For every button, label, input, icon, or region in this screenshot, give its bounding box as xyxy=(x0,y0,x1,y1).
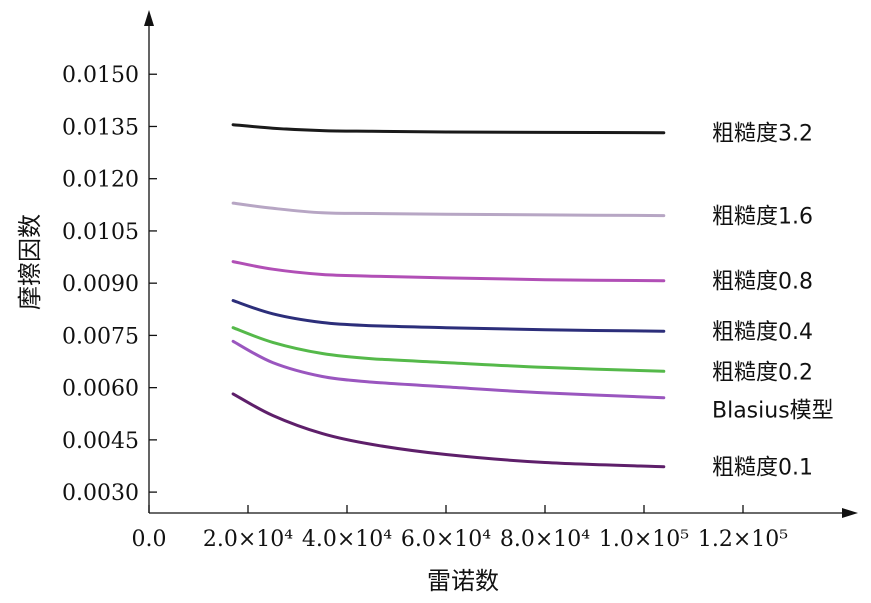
x-tick-label-0: 0.0 xyxy=(132,527,167,552)
y-tick-label-0: 0.0030 xyxy=(62,481,139,506)
series-label-5: Blasius模型 xyxy=(712,398,834,423)
series-label-3: 粗糙度0.4 xyxy=(712,320,813,345)
series-label-1: 粗糙度1.6 xyxy=(712,205,813,230)
series-label-4: 粗糙度0.2 xyxy=(712,360,813,385)
y-tick-label-1: 0.0045 xyxy=(62,429,139,454)
x-tick-label-6: 1.2×10⁵ xyxy=(698,527,788,552)
x-tick-label-2: 4.0×10⁴ xyxy=(302,527,392,552)
series-group xyxy=(231,123,666,469)
series-labels: 粗糙度3.2 粗糙度1.6 粗糙度0.8 粗糙度0.4 粗糙度0.2 Blasius模型粗… xyxy=(712,122,834,481)
series-line-1 xyxy=(231,201,666,218)
series-label-2: 粗糙度0.8 xyxy=(712,270,813,295)
series-line-4 xyxy=(231,326,666,373)
series-label-6: 粗糙度0.1 xyxy=(712,456,813,481)
x-tick-label-4: 8.0×10⁴ xyxy=(500,527,590,552)
series-label-0: 粗糙度3.2 xyxy=(712,122,813,147)
series-line-2 xyxy=(231,260,666,283)
y-tick-label-8: 0.0150 xyxy=(62,63,139,88)
y-tick-label-6: 0.0120 xyxy=(62,168,139,193)
y-tick-label-4: 0.0090 xyxy=(62,272,139,297)
axes xyxy=(144,10,858,518)
x-tick-label-3: 6.0×10⁴ xyxy=(401,527,491,552)
y-tick-label-7: 0.0135 xyxy=(62,115,139,140)
series-line-5 xyxy=(231,339,666,400)
x-tick-label-1: 2.0×10⁴ xyxy=(203,527,293,552)
x-axis-title: 雷诺数 xyxy=(427,567,499,595)
y-tick-label-5: 0.0105 xyxy=(62,220,139,245)
ticks: 0.00300.00450.00600.00750.00900.01050.01… xyxy=(62,63,788,552)
y-axis-title: 摩擦因数 xyxy=(16,214,44,310)
y-tick-label-3: 0.0075 xyxy=(62,324,139,349)
series-line-3 xyxy=(231,299,666,333)
series-line-6 xyxy=(231,392,666,469)
x-tick-label-5: 1.0×10⁵ xyxy=(599,527,689,552)
y-axis-arrow-icon xyxy=(144,10,154,26)
series-line-0 xyxy=(231,123,666,135)
y-tick-label-2: 0.0060 xyxy=(62,377,139,402)
x-axis-arrow-icon xyxy=(842,508,858,518)
